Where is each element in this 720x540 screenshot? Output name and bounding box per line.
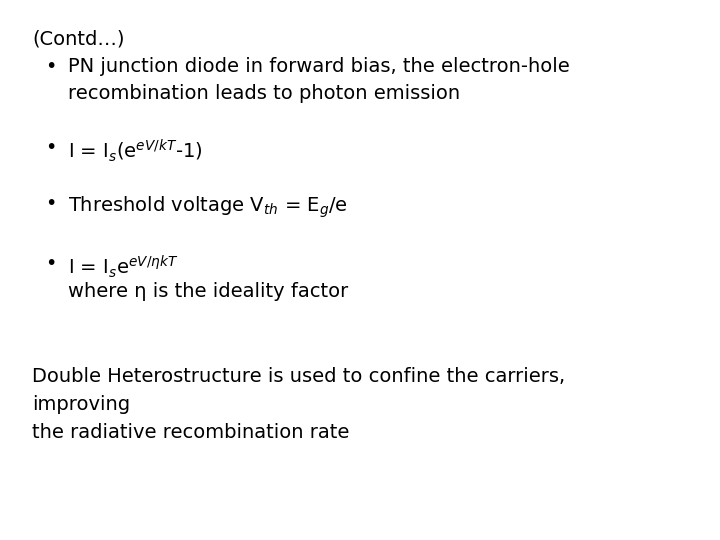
Text: Threshold voltage V$_{th}$ = E$_g$/e: Threshold voltage V$_{th}$ = E$_g$/e [68, 194, 348, 220]
Text: the radiative recombination rate: the radiative recombination rate [32, 423, 350, 442]
Text: I = I$_s$(e$^{eV/kT}$-1): I = I$_s$(e$^{eV/kT}$-1) [68, 138, 203, 164]
Text: •: • [45, 254, 57, 273]
Text: •: • [45, 138, 57, 157]
Text: improving: improving [32, 395, 130, 414]
Text: I = I$_s$e$^{eV/\eta kT}$: I = I$_s$e$^{eV/\eta kT}$ [68, 254, 179, 280]
Text: Double Heterostructure is used to confine the carriers,: Double Heterostructure is used to confin… [32, 367, 565, 386]
Text: (Contd…): (Contd…) [32, 30, 125, 49]
Text: where η is the ideality factor: where η is the ideality factor [68, 282, 348, 301]
Text: PN junction diode in forward bias, the electron-hole: PN junction diode in forward bias, the e… [68, 57, 570, 76]
Text: recombination leads to photon emission: recombination leads to photon emission [68, 84, 461, 103]
Text: •: • [45, 194, 57, 213]
Text: •: • [45, 57, 57, 76]
